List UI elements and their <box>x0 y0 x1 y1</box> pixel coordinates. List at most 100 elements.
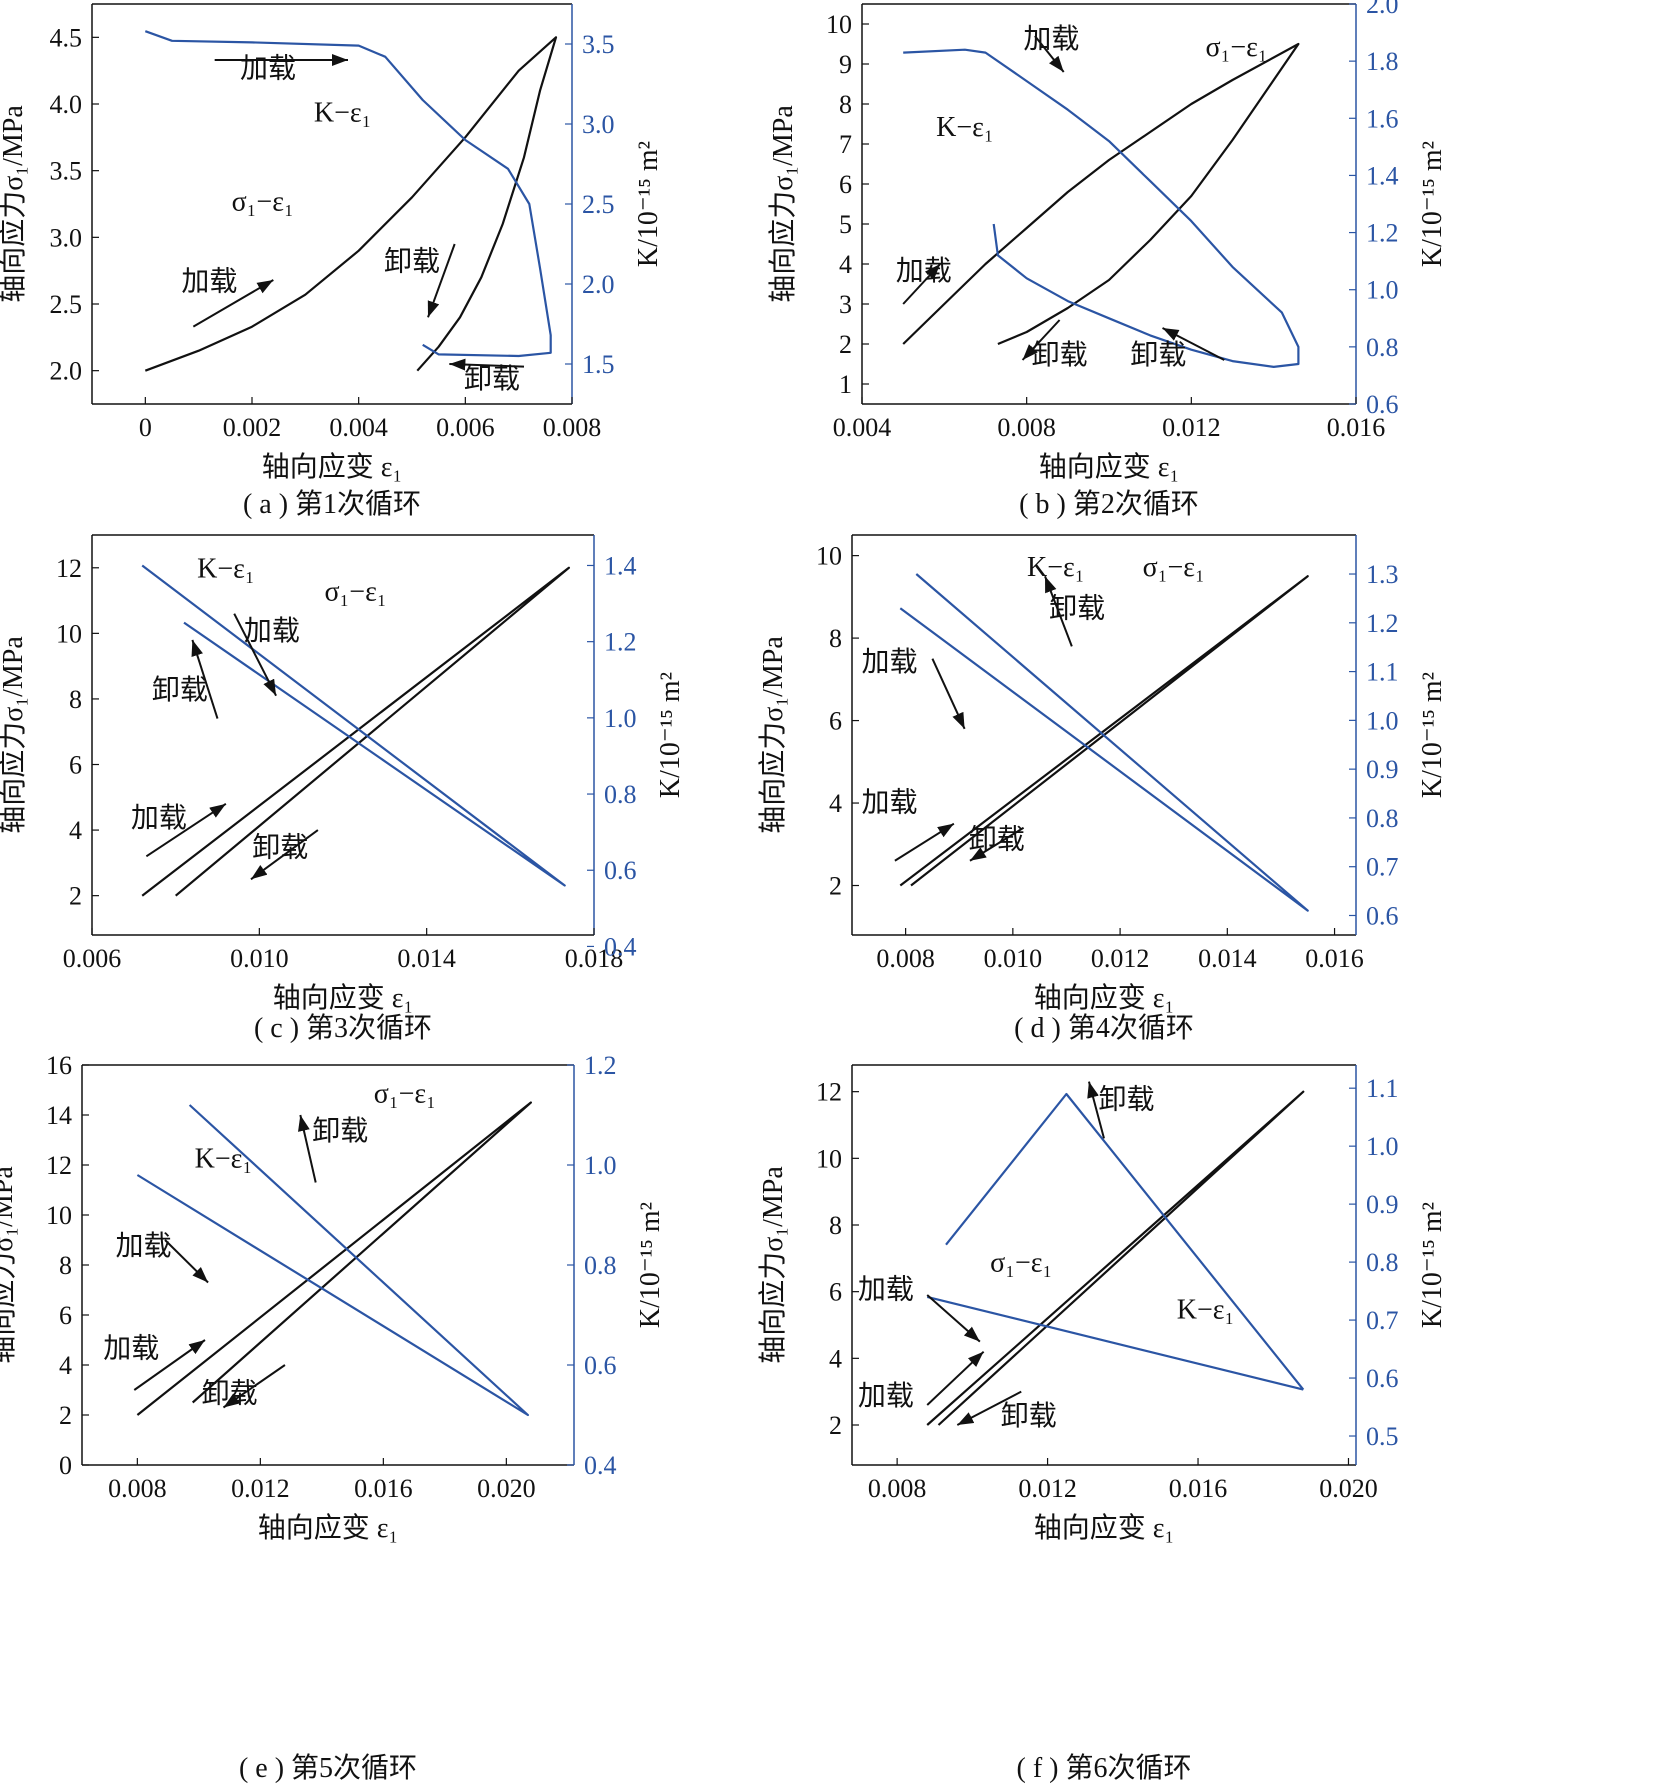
curve-annotation: 卸载 <box>312 1115 368 1147</box>
stress-strain-curve-1 <box>926 1090 1305 1426</box>
x-tick-label: 0.004 <box>833 413 892 442</box>
chart-panel-5: 0.008 0.012 0.016 0.020 0 2 4 6 8 10 12 14 16 0.4 0.6 0… <box>0 1051 666 1784</box>
y-tick-label: 4.5 <box>50 23 83 52</box>
stress-strain-curve-1 <box>136 1101 533 1416</box>
x-tick-label: 0.016 <box>1327 413 1386 442</box>
x-tick-label: 0.010 <box>230 944 289 973</box>
y-tick-label: 10 <box>56 619 82 648</box>
x-tick-label: 0 <box>139 413 152 442</box>
curve-annotation: 加载 <box>896 255 952 287</box>
y-tick-label: 2.0 <box>50 357 83 386</box>
curve-annotation: 卸载 <box>202 1378 258 1410</box>
curve-annotation: 加载 <box>862 786 918 818</box>
y-tick-label: 1 <box>839 370 852 399</box>
x-axis-label: 轴向应变 ε₁ <box>262 451 403 483</box>
x-tick-label: 0.004 <box>329 413 388 442</box>
y2-tick-label: 0.8 <box>584 1251 617 1280</box>
y-tick-label: 8 <box>829 1211 842 1240</box>
permeability-curve-2 <box>141 564 566 887</box>
y2-tick-label: 1.4 <box>1366 161 1399 190</box>
y-tick-label: 2 <box>69 882 82 911</box>
y2-tick-label: 1.0 <box>1366 1132 1399 1161</box>
x-tick-label: 0.008 <box>543 413 602 442</box>
x-tick-label: 0.010 <box>984 944 1043 973</box>
y-tick-label: 8 <box>59 1251 72 1280</box>
y2-tick-label: 0.6 <box>584 1351 617 1380</box>
y2-tick-label: 0.4 <box>584 1451 617 1480</box>
direction-arrow <box>902 263 941 305</box>
curve-annotation: 加载 <box>858 1273 914 1305</box>
y-tick-label: 2 <box>59 1401 72 1430</box>
y-axis-label: 轴向应力σ₁/MPa <box>0 636 29 834</box>
y2-tick-label: 3.0 <box>582 110 615 139</box>
y-tick-label: 7 <box>839 130 852 159</box>
direction-arrow <box>1087 1081 1105 1139</box>
y-tick-label: 4.0 <box>50 90 83 119</box>
y-tick-label: 10 <box>816 542 842 571</box>
x-axis-label: 轴向应变 ε₁ <box>1039 451 1180 483</box>
y2-axis-label: K/10⁻¹⁵ m² <box>1417 1202 1448 1328</box>
y-tick-label: 10 <box>46 1201 72 1230</box>
stress-strain-curve-1 <box>902 42 1300 346</box>
curve-annotation: 加载 <box>181 266 237 298</box>
curve-annotation: 卸载 <box>969 823 1025 855</box>
y2-tick-label: 0.7 <box>1366 1306 1399 1335</box>
direction-arrow <box>233 613 277 697</box>
direction-arrow <box>969 826 1025 862</box>
y2-tick-label: 0.6 <box>1366 901 1399 930</box>
x-tick-label: 0.014 <box>397 944 456 973</box>
curve-annotation: 加载 <box>240 52 296 84</box>
x-axis-label: 轴向应变 ε₁ <box>273 982 414 1014</box>
curve-annotation: 卸载 <box>1049 592 1105 624</box>
y-tick-label: 2 <box>839 330 852 359</box>
y2-tick-label: 1.1 <box>1366 1074 1399 1103</box>
x-tick-label: 0.020 <box>1319 1474 1378 1503</box>
y2-tick-label: 1.0 <box>604 704 637 733</box>
direction-arrow <box>1044 575 1073 647</box>
y2-tick-label: 0.8 <box>1366 333 1399 362</box>
panel-caption: ( c ) 第3次循环 <box>254 1012 432 1044</box>
direction-arrow <box>192 279 274 328</box>
curve-annotation: 卸载 <box>1099 1083 1155 1115</box>
y2-tick-label: 1.1 <box>1366 658 1399 687</box>
stress-strain-curve-1 <box>141 566 571 897</box>
y-tick-label: 6 <box>829 1278 842 1307</box>
y2-tick-label: 3.5 <box>582 30 615 59</box>
x-axis-label: 轴向应变 ε₁ <box>1034 1512 1175 1544</box>
direction-arrow <box>449 358 525 371</box>
permeability-curve-2 <box>136 1104 530 1417</box>
y-tick-label: 3 <box>839 290 852 319</box>
x-tick-label: 0.012 <box>231 1474 290 1503</box>
y-tick-label: 12 <box>56 554 82 583</box>
permeability-curve-2 <box>899 573 1309 912</box>
y-axis-label: 轴向应力σ₁/MPa <box>767 105 799 303</box>
permeability-curve-2 <box>144 30 552 358</box>
y2-axis-label: K/10⁻¹⁵ m² <box>1417 672 1448 798</box>
curve-annotation: 卸载 <box>1001 1400 1057 1432</box>
y-axis-label: 轴向应力σ₁/MPa <box>0 1166 19 1364</box>
y2-tick-label: 1.2 <box>1366 219 1399 248</box>
direction-arrow <box>1021 319 1061 361</box>
y2-tick-label: 1.6 <box>1366 104 1399 133</box>
y-tick-label: 2.5 <box>50 290 83 319</box>
y2-tick-label: 1.0 <box>1366 706 1399 735</box>
curve-annotation: 卸载 <box>252 831 308 863</box>
x-tick-label: 0.002 <box>223 413 282 442</box>
y-tick-label: 0 <box>59 1451 72 1480</box>
y-tick-label: 4 <box>839 250 852 279</box>
curve-annotation: 卸载 <box>1130 339 1186 371</box>
y2-axis-label: K/10⁻¹⁵ m² <box>1417 141 1448 267</box>
y-tick-label: 10 <box>826 10 852 39</box>
x-tick-label: 0.016 <box>1305 944 1364 973</box>
direction-arrow <box>894 822 955 862</box>
curve-annotation: σ₁−ε₁ <box>1143 552 1205 583</box>
y2-axis-label: K/10⁻¹⁵ m² <box>633 141 664 267</box>
curve-annotation: σ₁−ε₁ <box>1206 32 1268 63</box>
x-axis-label: 轴向应变 ε₁ <box>1034 982 1175 1014</box>
curve-annotation: 加载 <box>862 646 918 678</box>
y2-tick-label: 0.8 <box>604 780 637 809</box>
y2-tick-label: 2.0 <box>1366 0 1399 19</box>
direction-arrow <box>145 803 227 858</box>
curve-annotation: 卸载 <box>384 246 440 278</box>
